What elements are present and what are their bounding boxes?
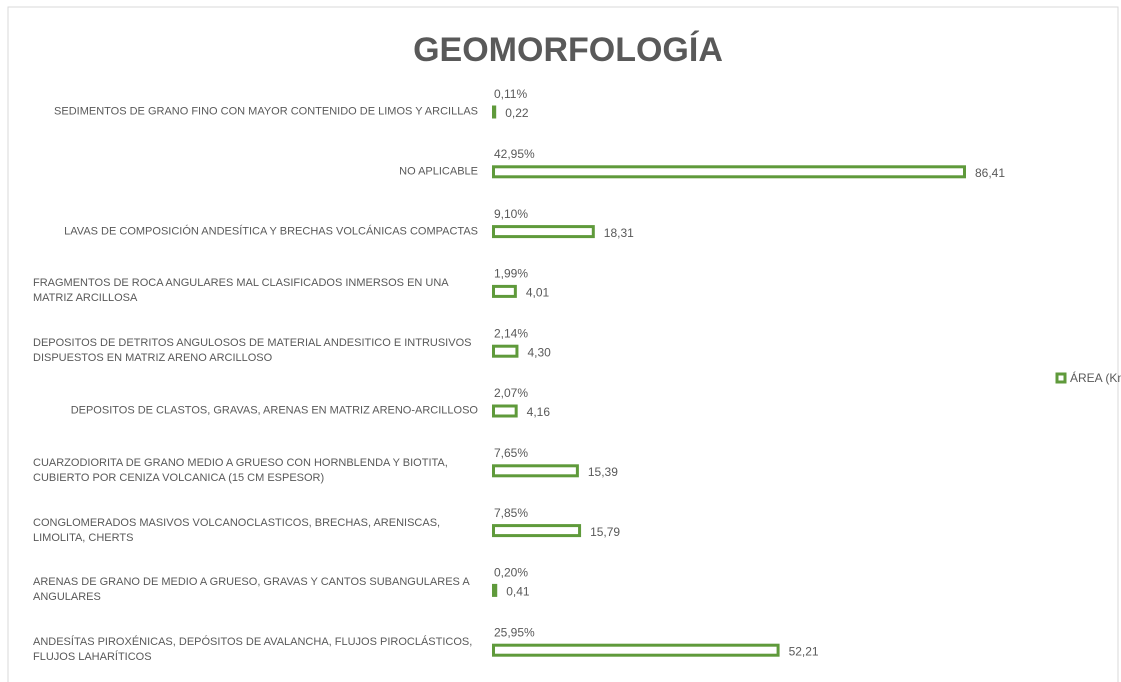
percentage-label: 7,65%	[494, 446, 528, 460]
percentage-label: 42,95%	[494, 147, 535, 161]
value-label: 0,41	[506, 585, 530, 599]
category-label: FRAGMENTOS DE ROCA ANGULARES MAL CLASIFI…	[33, 277, 449, 305]
chart-border	[7, 6, 1119, 682]
category-label: CONGLOMERADOS MASIVOS VOLCANOCLASTICOS, …	[33, 516, 441, 544]
bar	[492, 524, 582, 538]
value-label: 4,30	[527, 345, 551, 359]
percentage-label: 2,07%	[494, 386, 528, 400]
bar	[492, 464, 579, 478]
category-label: ANDESÍTAS PIROXÉNICAS, DEPÓSITOS DE AVAL…	[33, 636, 473, 664]
percentage-label: 0,11%	[494, 87, 527, 101]
bar	[492, 284, 517, 298]
legend-label: ÁREA (Km2)	[1070, 370, 1121, 385]
bar	[492, 105, 497, 119]
percentage-label: 9,10%	[494, 207, 528, 221]
bar	[492, 583, 498, 597]
category-label: SEDIMENTOS DE GRANO FINO CON MAYOR CONTE…	[54, 105, 478, 118]
value-label: 4,16	[527, 405, 551, 419]
category-label: LAVAS DE COMPOSICIÓN ANDESÍTICA Y BRECHA…	[64, 225, 478, 238]
bar	[492, 344, 519, 358]
bar	[492, 404, 518, 418]
category-label: DEPOSITOS DE CLASTOS, GRAVAS, ARENAS EN …	[70, 404, 478, 417]
category-label: DEPOSITOS DE DETRITOS ANGULOSOS DE MATER…	[33, 337, 472, 365]
value-label: 4,01	[526, 286, 550, 300]
value-label: 52,21	[789, 644, 819, 658]
value-label: 15,79	[590, 525, 620, 539]
value-label: 15,39	[588, 465, 618, 479]
value-label: 86,41	[975, 166, 1005, 180]
percentage-label: 1,99%	[494, 267, 528, 281]
category-label: NO APLICABLE	[399, 165, 478, 178]
percentage-label: 7,85%	[494, 506, 528, 520]
value-label: 0,22	[505, 106, 529, 120]
bar	[492, 225, 595, 239]
percentage-label: 0,20%	[494, 566, 528, 580]
percentage-label: 2,14%	[494, 326, 528, 340]
chart-title: GEOMORFOLOGÍA	[413, 31, 723, 69]
legend-swatch	[1055, 372, 1067, 384]
bar	[492, 643, 780, 657]
category-label: ARENAS DE GRANO DE MEDIO A GRUESO, GRAVA…	[33, 576, 470, 604]
bar	[492, 165, 966, 179]
percentage-label: 25,95%	[494, 625, 535, 639]
category-label: CUARZODIORITA DE GRANO MEDIO A GRUESO CO…	[33, 456, 448, 484]
value-label: 18,31	[604, 226, 634, 240]
